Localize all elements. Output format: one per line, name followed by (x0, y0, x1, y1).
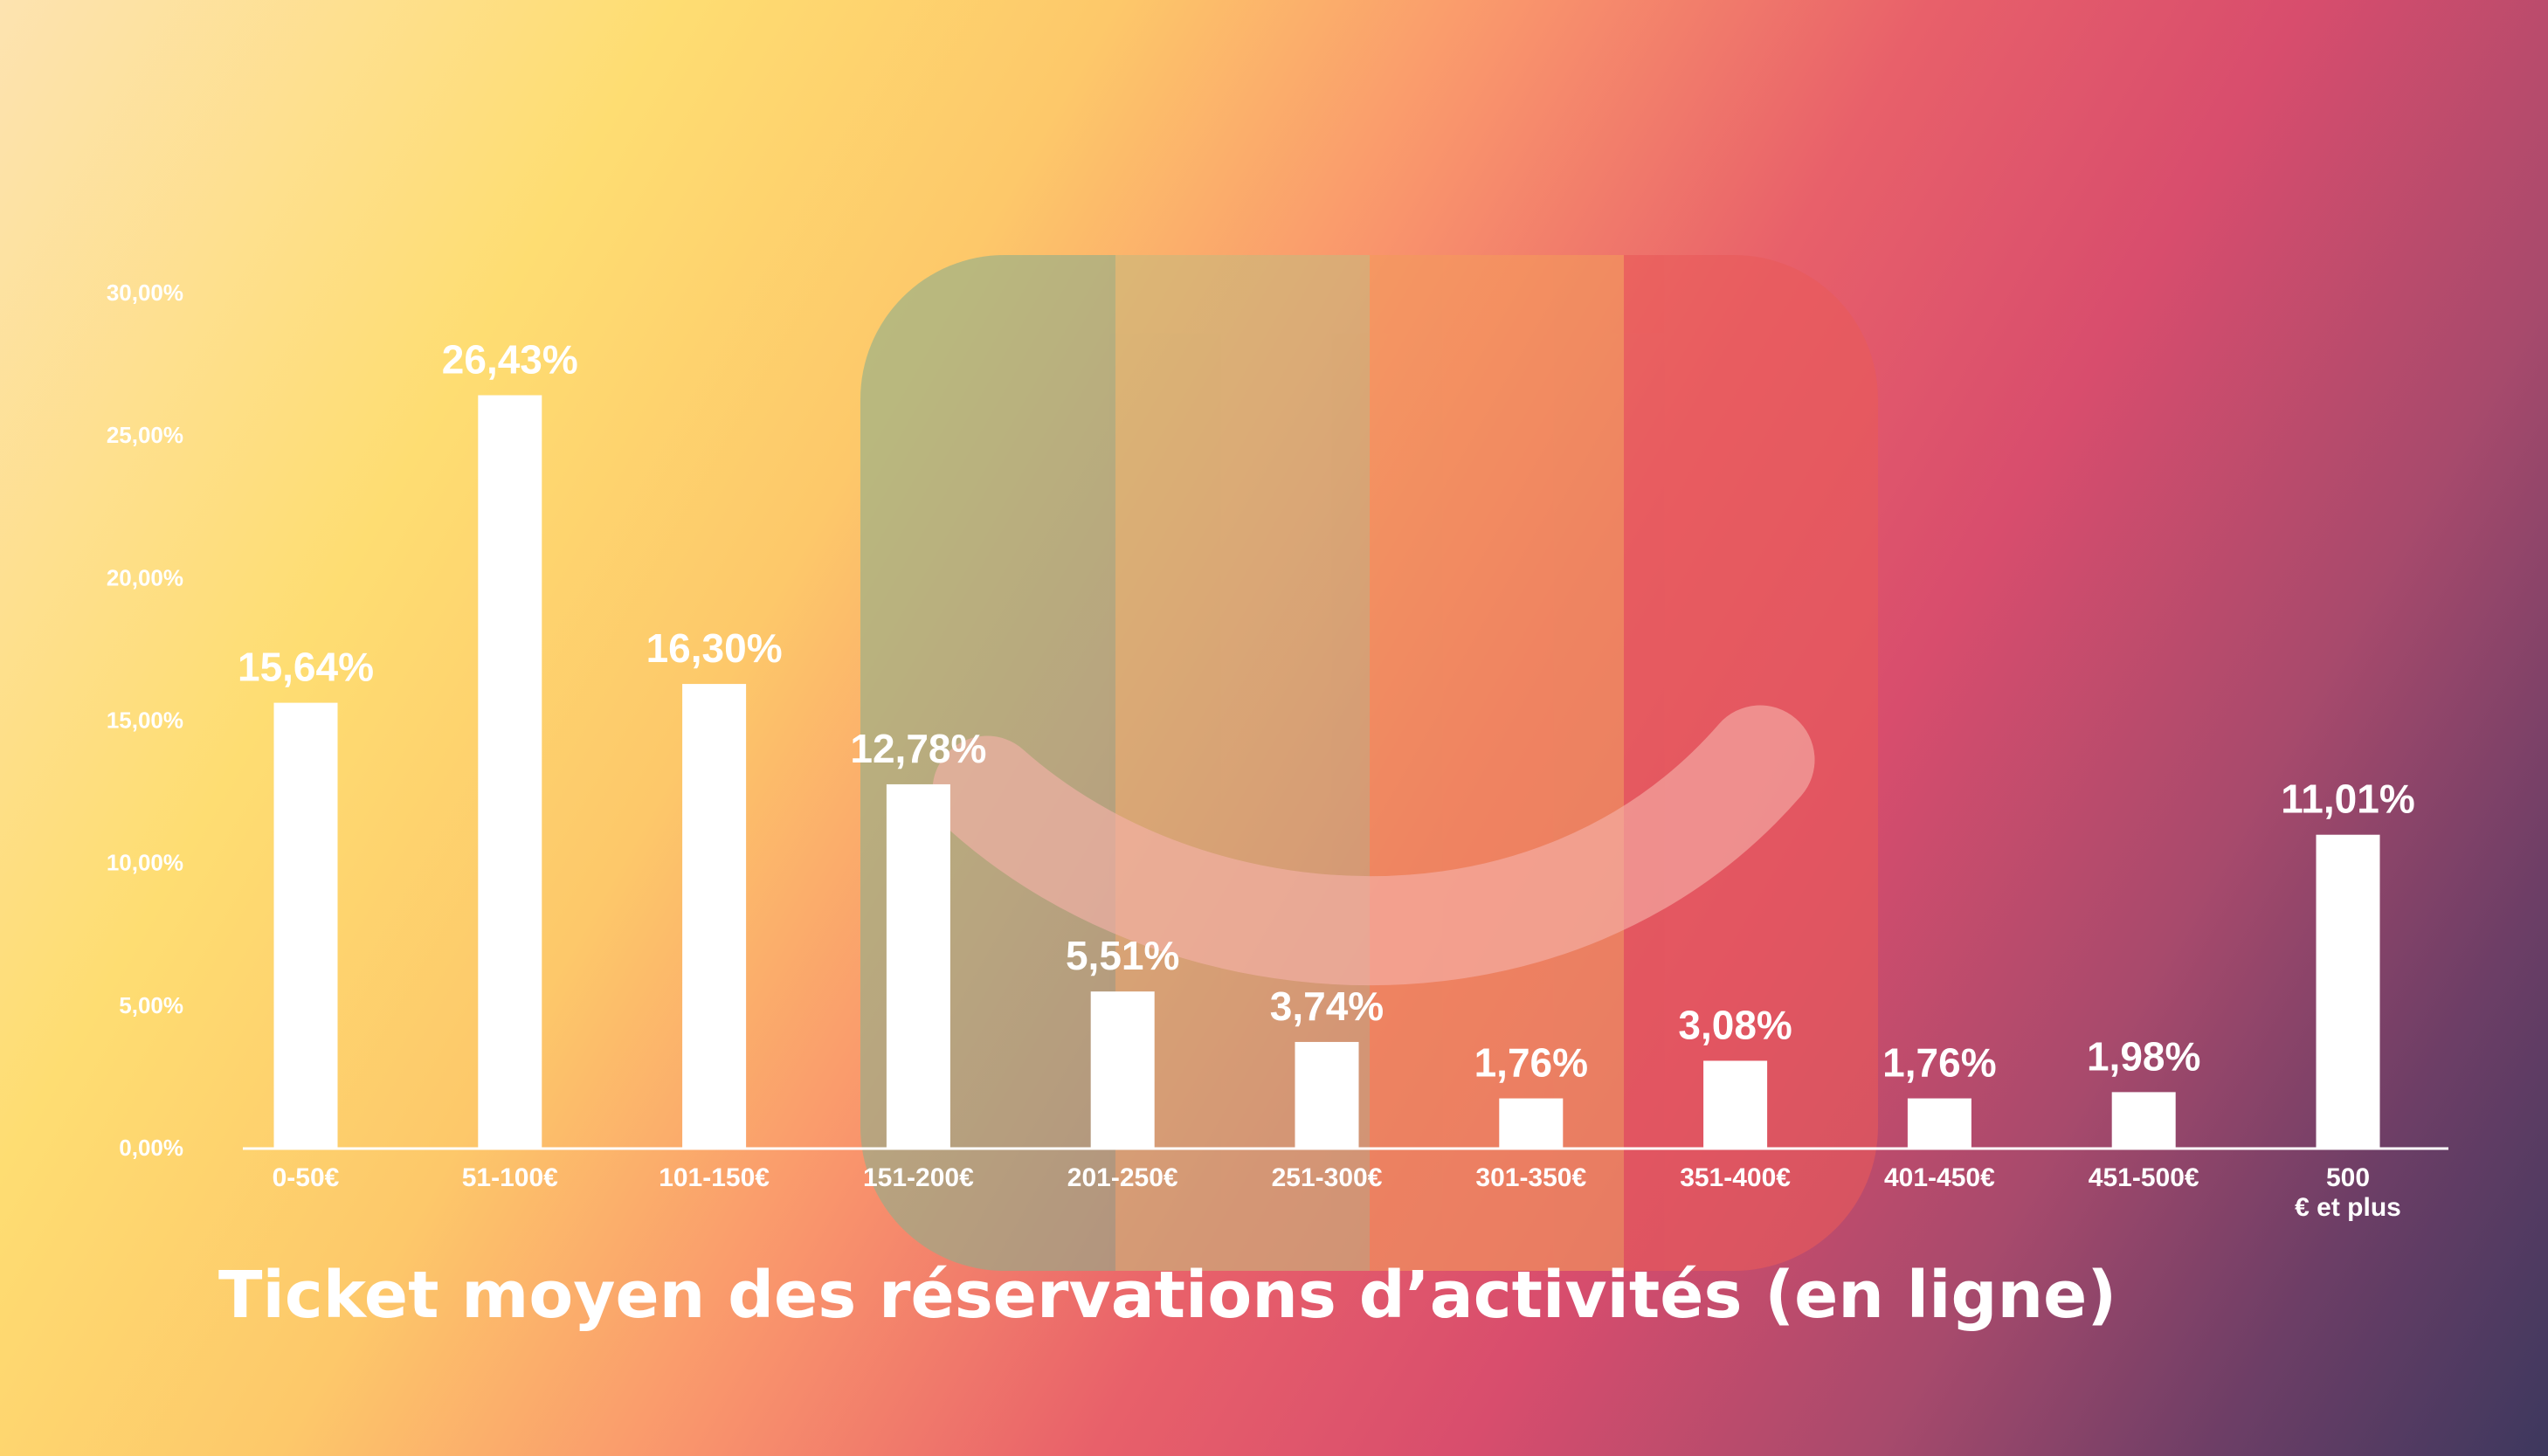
data-label: 5,51% (1066, 933, 1179, 978)
data-label: 26,43% (442, 337, 578, 383)
bar-series (273, 395, 2380, 1149)
x-tick-label: 201-250€ (1067, 1163, 1178, 1192)
x-tick-label: 151-200€ (863, 1163, 974, 1192)
data-label: 16,30% (646, 625, 783, 671)
bar (682, 684, 747, 1149)
x-tick-label: 401-450€ (1884, 1163, 1995, 1192)
bar (1907, 1098, 1971, 1149)
y-tick-label: 15,00% (107, 707, 183, 734)
x-tick-label: 451-500€ (2089, 1163, 2199, 1192)
bar (886, 783, 950, 1149)
y-tick-label: 25,00% (107, 422, 183, 448)
x-axis-labels: 0-50€ 51-100€ 101-150€ 151-200€ 201-250€ 251-… (273, 1163, 2401, 1222)
bar (1499, 1098, 1564, 1149)
data-label: 3,74% (1270, 983, 1384, 1029)
smile-logo-icon (860, 255, 1878, 1271)
bar (1703, 1060, 1768, 1149)
data-labels: 15,64% 26,43% 16,30% 12,78% 5,51% 3,74% 1,76% 3… (238, 337, 2415, 1086)
smile-arc (932, 705, 1815, 986)
x-tick-label: 500 (2326, 1163, 2370, 1192)
data-label: 12,78% (850, 726, 986, 771)
x-tick-label: 51-100€ (462, 1163, 558, 1192)
y-tick-label: 5,00% (119, 992, 183, 1018)
bar (2316, 834, 2380, 1149)
bar (1090, 991, 1155, 1149)
y-axis: 0,00% 5,00% 10,00% 15,00% 20,00% 25,00% 30,00% (107, 279, 183, 1161)
x-tick-label: 251-300€ (1272, 1163, 1383, 1192)
x-tick-label: 101-150€ (659, 1163, 770, 1192)
data-label: 15,64% (238, 645, 374, 690)
y-tick-label: 10,00% (107, 850, 183, 876)
data-label: 1,76% (1882, 1040, 1996, 1086)
data-label: 1,76% (1474, 1040, 1588, 1086)
bar (2111, 1092, 2176, 1149)
bar (1295, 1041, 1359, 1149)
x-tick-label: 0-50€ (273, 1163, 340, 1192)
data-label: 3,08% (1678, 1002, 1792, 1047)
bar (273, 702, 338, 1149)
bar (478, 395, 542, 1149)
x-tick-label: 351-400€ (1680, 1163, 1791, 1192)
x-tick-label: 301-350€ (1475, 1163, 1586, 1192)
y-tick-label: 20,00% (107, 564, 183, 590)
data-label: 1,98% (2087, 1033, 2200, 1079)
y-tick-label: 30,00% (107, 279, 183, 306)
chart-title: Ticket moyen des réservations d’activité… (218, 1258, 2117, 1333)
logo-band (1370, 255, 1624, 1271)
data-label: 11,01% (2281, 776, 2414, 822)
y-tick-label: 0,00% (119, 1135, 183, 1161)
x-tick-label: € et plus (2295, 1193, 2401, 1222)
